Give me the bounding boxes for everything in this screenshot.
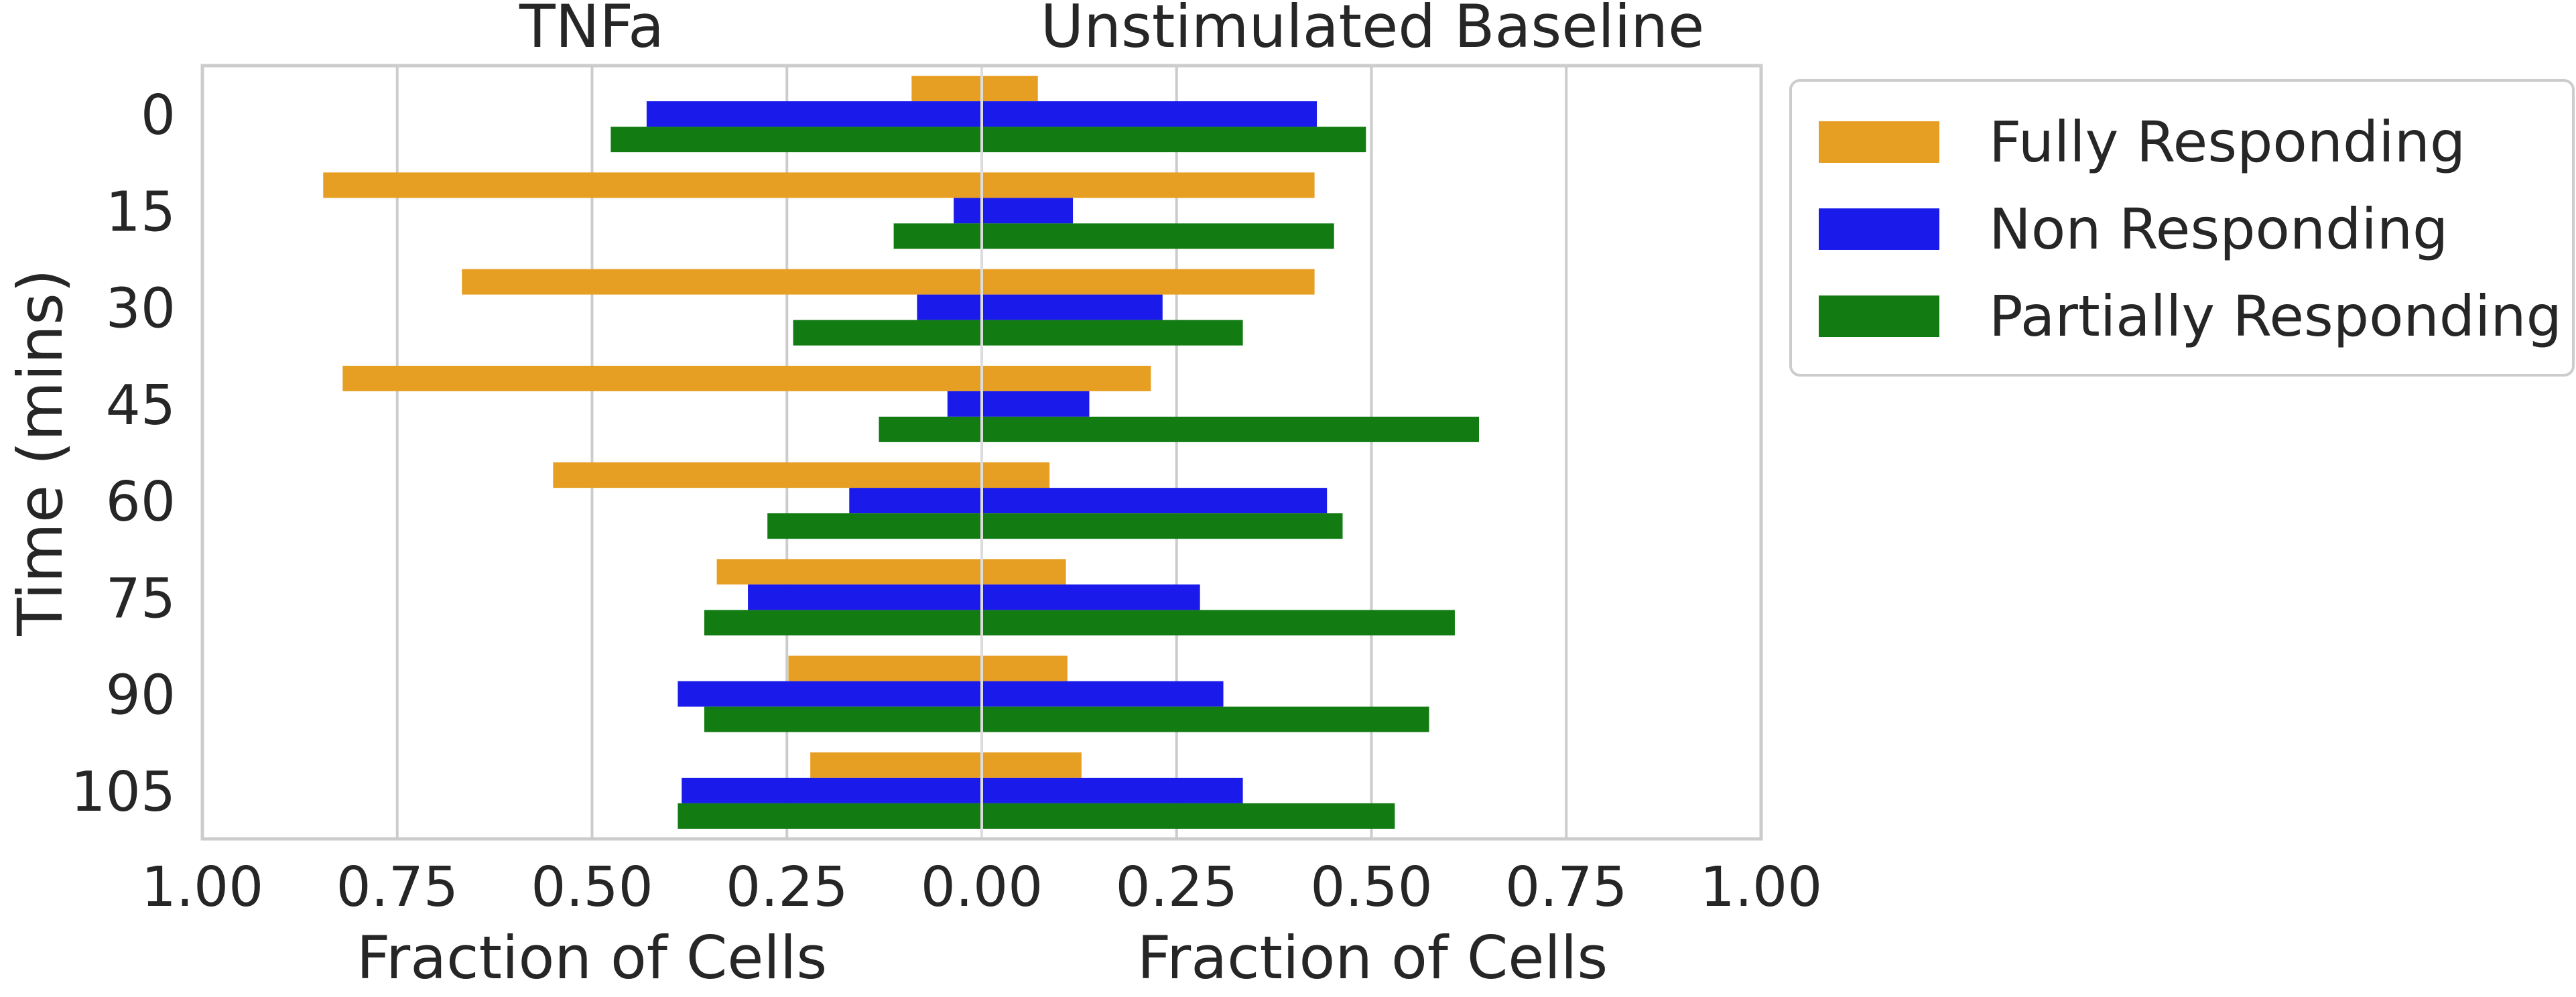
bar-left-non-responding	[849, 488, 982, 514]
y-tick-label: 90	[106, 664, 176, 728]
x-axis-label-right: Fraction of Cells	[1137, 923, 1608, 992]
bar-right-non-responding	[982, 584, 1200, 610]
bar-right-partially-responding	[982, 416, 1479, 442]
x-tick-label: 0.50	[531, 856, 653, 919]
legend-label-partially-responding: Partially Responding	[1989, 283, 2562, 349]
plot-frame	[200, 64, 1763, 841]
bar-left-fully-responding	[788, 655, 982, 681]
bar-left-partially-responding	[704, 706, 982, 732]
y-tick-label: 15	[106, 180, 176, 244]
bar-left-partially-responding	[793, 320, 982, 346]
y-tick-label: 75	[106, 567, 176, 630]
bar-left-partially-responding	[704, 610, 982, 636]
legend-swatch-fully-responding	[1819, 121, 1939, 163]
bar-left-non-responding	[646, 101, 982, 127]
bar-right-partially-responding	[982, 610, 1455, 636]
bar-left-fully-responding	[810, 752, 982, 778]
bar-right-non-responding	[982, 488, 1328, 514]
bar-right-fully-responding	[982, 269, 1315, 295]
bar-right-partially-responding	[982, 706, 1429, 732]
bar-right-partially-responding	[982, 803, 1395, 829]
bar-right-fully-responding	[982, 365, 1151, 391]
legend: Fully Responding Non Responding Partially …	[1789, 79, 2575, 377]
bar-right-non-responding	[982, 777, 1243, 803]
bars	[323, 76, 1479, 829]
x-tick-label: 0.00	[921, 856, 1043, 919]
bar-right-non-responding	[982, 198, 1074, 224]
bar-right-partially-responding	[982, 223, 1334, 249]
legend-label-non-responding: Non Responding	[1989, 196, 2448, 262]
panel-title-left: TNFa	[519, 0, 664, 61]
x-tick-label: 0.75	[336, 856, 458, 919]
bar-left-non-responding	[947, 391, 982, 417]
bar-right-fully-responding	[982, 172, 1315, 198]
bar-left-non-responding	[954, 198, 982, 224]
bar-left-fully-responding	[462, 269, 982, 295]
bar-left-fully-responding	[716, 559, 982, 585]
bar-left-fully-responding	[323, 172, 982, 198]
legend-swatch-partially-responding	[1819, 295, 1939, 337]
axes	[200, 64, 1763, 841]
bar-right-non-responding	[982, 681, 1224, 707]
y-tick-label: 60	[106, 470, 176, 534]
x-tick-label: 0.25	[1115, 856, 1238, 919]
bar-left-fully-responding	[342, 365, 982, 391]
y-tick-label: 0	[141, 84, 176, 147]
bar-left-fully-responding	[911, 76, 982, 102]
legend-box	[1789, 79, 2575, 377]
bar-left-partially-responding	[893, 223, 982, 249]
x-tick-label: 1.00	[141, 856, 264, 919]
bar-left-fully-responding	[553, 462, 982, 488]
legend-swatch-non-responding	[1819, 208, 1939, 250]
bar-right-fully-responding	[982, 655, 1068, 681]
y-axis-label: Time (mins)	[5, 269, 76, 637]
bar-left-partially-responding	[610, 127, 982, 153]
x-tick-label: 1.00	[1700, 856, 1823, 919]
bar-right-non-responding	[982, 101, 1317, 127]
panel-title-right: Unstimulated Baseline	[1041, 0, 1704, 61]
bar-right-non-responding	[982, 294, 1163, 320]
labels: 1.00 0.75 0.50 0.25 0.00 0.25 0.50 0.75 1.00 0 15 3…	[5, 0, 1822, 992]
x-axis-label-left: Fraction of Cells	[357, 923, 827, 992]
y-tick-label: 30	[106, 277, 176, 341]
bar-right-partially-responding	[982, 127, 1366, 153]
bar-left-partially-responding	[879, 416, 982, 442]
bar-right-fully-responding	[982, 559, 1066, 585]
bar-left-non-responding	[748, 584, 982, 610]
bar-right-partially-responding	[982, 513, 1343, 539]
bar-left-non-responding	[682, 777, 982, 803]
bar-right-fully-responding	[982, 76, 1038, 102]
bar-left-partially-responding	[767, 513, 982, 539]
bar-left-non-responding	[678, 681, 982, 707]
x-tick-label: 0.25	[726, 856, 848, 919]
bar-left-non-responding	[917, 294, 982, 320]
x-tick-label: 0.50	[1310, 856, 1433, 919]
x-tick-label: 0.75	[1505, 856, 1628, 919]
bar-right-fully-responding	[982, 462, 1050, 488]
y-tick-label: 45	[106, 374, 176, 438]
bar-left-partially-responding	[678, 803, 982, 829]
bar-right-non-responding	[982, 391, 1090, 417]
y-tick-label: 105	[70, 760, 176, 824]
bar-right-fully-responding	[982, 752, 1082, 778]
legend-label-fully-responding: Fully Responding	[1989, 109, 2465, 175]
bar-right-partially-responding	[982, 320, 1243, 346]
